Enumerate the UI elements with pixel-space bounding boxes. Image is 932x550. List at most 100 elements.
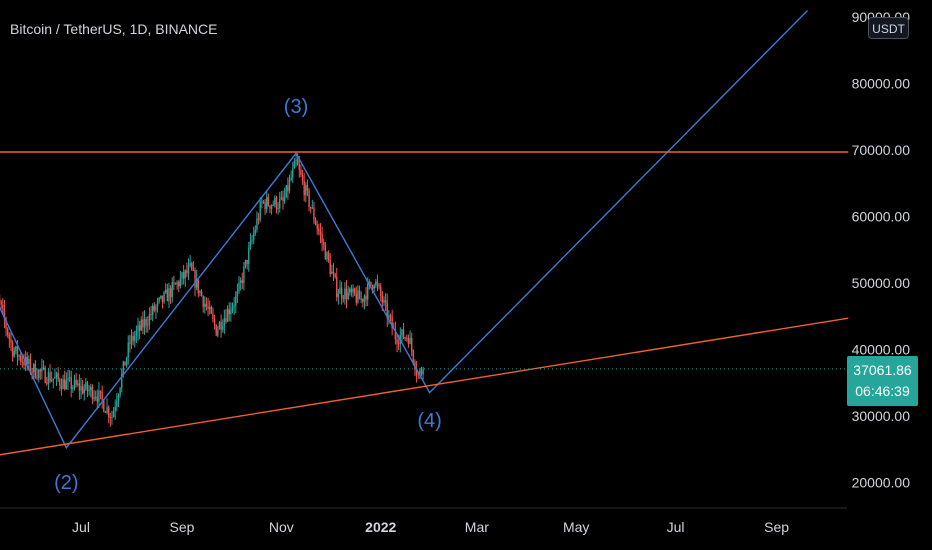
candle-body (248, 247, 250, 264)
candle-body (11, 342, 14, 357)
candle-body (107, 407, 110, 418)
candle-body (251, 239, 253, 241)
candle-body (83, 389, 85, 394)
bar-countdown: 06:46:39 (855, 383, 910, 399)
candle-body (407, 338, 410, 344)
candle-body (373, 285, 375, 289)
candle-body (370, 281, 372, 286)
candle-body (119, 387, 121, 396)
candle-body (409, 337, 411, 344)
candle-body (50, 379, 53, 382)
candle-body (254, 229, 257, 234)
candle-body (21, 361, 24, 363)
candle-body (187, 265, 190, 274)
candle-body (109, 417, 112, 419)
candle-body (151, 305, 154, 315)
wave-label: (4) (417, 410, 441, 432)
candle-body (282, 197, 284, 202)
candle-body (138, 325, 141, 331)
candle-body (178, 282, 180, 287)
candle-body (197, 278, 199, 294)
candle-body (67, 377, 69, 381)
time-tick-label: Mar (465, 519, 489, 535)
candle-body (195, 278, 198, 288)
candle-body (106, 407, 108, 413)
candle-body (94, 396, 97, 398)
candle-body (213, 318, 216, 325)
candle-body (3, 308, 6, 320)
candle-body (270, 205, 273, 209)
candle-body (415, 369, 418, 375)
candle-body (204, 303, 206, 307)
candle-body (279, 199, 281, 208)
candle-body (266, 197, 268, 210)
candle-body (406, 337, 408, 339)
candle-body (168, 288, 170, 302)
candle-body (380, 286, 382, 297)
candle-body (394, 328, 397, 340)
candle-body (316, 224, 318, 229)
candle-body (41, 367, 43, 372)
candle-body (96, 396, 98, 402)
candle-body (199, 291, 201, 294)
candle-body (104, 411, 107, 413)
candle-body (244, 259, 247, 267)
candle-body (217, 329, 219, 336)
candle-body (340, 287, 343, 298)
candle-body (397, 343, 400, 345)
candle-body (210, 307, 213, 314)
candle-body (386, 302, 388, 319)
candle-body (31, 371, 33, 373)
candle-body (241, 280, 243, 283)
candle-body (212, 313, 214, 319)
candle-body (202, 296, 204, 307)
candle-body (200, 291, 203, 297)
candle-body (184, 270, 186, 279)
candle-body (246, 259, 248, 264)
candle-body (65, 380, 68, 390)
candle-body (75, 379, 77, 385)
candle-body (122, 361, 125, 374)
candle-body (252, 233, 255, 240)
last-price-tag: 37061.86 06:46:39 (847, 356, 918, 406)
candle-body (371, 285, 374, 289)
candle-body (321, 234, 323, 243)
candle-body (124, 361, 126, 366)
candle-body (350, 288, 353, 293)
candle-body (54, 376, 56, 379)
candle-body (376, 281, 379, 285)
time-tick-label: 2022 (365, 519, 396, 535)
candle-body (267, 197, 270, 206)
candle-body (401, 329, 403, 336)
candle-body (99, 390, 102, 393)
candle-body (142, 319, 144, 328)
currency-button[interactable]: USDT (868, 17, 909, 39)
candle-body (130, 335, 133, 344)
candle-body (375, 281, 377, 286)
candle-body (259, 202, 261, 220)
candle-body (218, 322, 221, 330)
candle-body (422, 368, 424, 375)
candle-body (358, 290, 361, 300)
wave-labels: (3) (2) (4) (54, 96, 442, 494)
candle-body (111, 417, 113, 419)
candle-body (305, 184, 307, 196)
candle-body (280, 197, 283, 200)
candle-body (410, 337, 413, 351)
candle-body (226, 309, 229, 322)
candle-body (347, 292, 349, 300)
candle-body (314, 219, 317, 225)
candle-body (249, 240, 252, 248)
time-axis[interactable]: Jul Sep Nov 2022 Mar May Jul Sep (0, 507, 847, 535)
candle-body (419, 370, 421, 376)
candle-body (360, 298, 362, 300)
candle-body (288, 179, 291, 192)
candle-body (10, 339, 12, 343)
candle-body (132, 335, 134, 341)
candle-body (191, 263, 193, 270)
candle-body (85, 382, 87, 390)
candle-body (220, 322, 222, 330)
candle-body (163, 292, 165, 303)
candle-body (285, 185, 287, 197)
